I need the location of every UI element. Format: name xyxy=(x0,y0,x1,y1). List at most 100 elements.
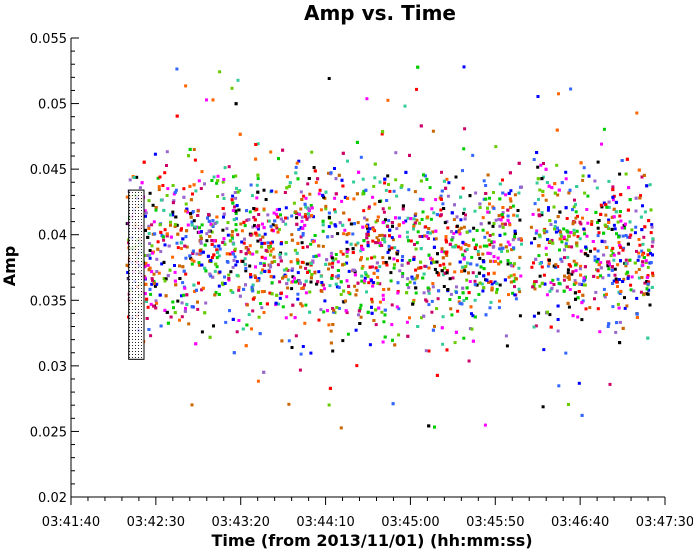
data-point xyxy=(334,282,338,286)
data-point xyxy=(581,178,585,182)
data-point xyxy=(393,343,397,347)
data-point xyxy=(216,179,220,183)
data-point xyxy=(407,239,410,243)
data-point xyxy=(540,177,544,181)
data-point xyxy=(135,175,139,179)
selection-rectangle[interactable] xyxy=(128,189,145,360)
data-point xyxy=(579,249,583,253)
data-point xyxy=(213,244,217,248)
data-point xyxy=(450,313,454,317)
data-point xyxy=(441,202,445,206)
data-point xyxy=(492,240,496,244)
data-point xyxy=(582,283,585,287)
data-point xyxy=(173,279,177,283)
data-point xyxy=(376,215,380,219)
data-point xyxy=(260,255,264,259)
data-point xyxy=(327,171,330,175)
data-point xyxy=(498,233,502,237)
data-point xyxy=(227,165,231,169)
data-point xyxy=(449,307,453,311)
data-point xyxy=(467,359,471,363)
data-point xyxy=(351,247,355,251)
data-point xyxy=(145,297,149,301)
data-point xyxy=(482,244,486,248)
data-point xyxy=(299,352,303,356)
data-point xyxy=(491,224,495,228)
data-point xyxy=(319,308,323,312)
data-point xyxy=(600,239,604,243)
data-point xyxy=(353,273,357,277)
data-point xyxy=(263,241,267,245)
data-point xyxy=(231,290,235,294)
data-point xyxy=(604,213,608,217)
data-point xyxy=(334,253,338,256)
data-points xyxy=(125,65,655,430)
data-point xyxy=(336,274,340,278)
data-point xyxy=(312,166,316,169)
data-point xyxy=(243,257,247,261)
data-point xyxy=(235,273,239,277)
data-point xyxy=(254,275,257,279)
data-point xyxy=(388,228,392,232)
data-point xyxy=(184,306,187,310)
data-point xyxy=(576,214,579,218)
data-point xyxy=(157,188,161,192)
data-point xyxy=(651,240,655,244)
data-point xyxy=(360,266,364,270)
data-point xyxy=(342,211,346,215)
data-point xyxy=(361,192,365,196)
data-point xyxy=(424,349,428,353)
data-point xyxy=(291,267,295,271)
data-point xyxy=(600,205,604,209)
data-point xyxy=(230,198,234,202)
data-point xyxy=(420,316,423,320)
data-point xyxy=(479,265,483,269)
data-point xyxy=(416,230,420,234)
data-point xyxy=(478,206,482,209)
data-point xyxy=(538,235,542,239)
data-point xyxy=(372,271,376,275)
data-point xyxy=(565,285,569,289)
data-point xyxy=(617,251,621,255)
data-point xyxy=(506,208,510,212)
data-point xyxy=(582,276,586,280)
data-point xyxy=(395,227,399,231)
data-point xyxy=(567,277,571,281)
data-point xyxy=(392,257,396,261)
data-point xyxy=(178,264,181,268)
data-point xyxy=(442,179,446,183)
data-point xyxy=(396,281,400,285)
data-point xyxy=(278,207,281,211)
data-point xyxy=(544,198,548,202)
data-point xyxy=(419,124,423,128)
data-point xyxy=(279,259,283,263)
data-point xyxy=(244,246,248,250)
data-point xyxy=(562,235,566,239)
data-point xyxy=(414,291,418,295)
data-point xyxy=(171,210,175,214)
data-point xyxy=(200,288,204,292)
data-point xyxy=(314,254,318,258)
data-point xyxy=(146,305,150,309)
data-point xyxy=(200,223,204,227)
data-point xyxy=(381,340,385,344)
data-point xyxy=(579,283,583,286)
data-point xyxy=(618,172,622,176)
data-point xyxy=(221,180,225,184)
selection-box[interactable] xyxy=(128,189,145,360)
data-point xyxy=(552,283,556,286)
data-point xyxy=(455,230,459,234)
data-point xyxy=(641,263,645,267)
data-point xyxy=(484,184,488,187)
data-point xyxy=(304,205,308,209)
data-point xyxy=(308,310,312,314)
data-point xyxy=(396,291,400,295)
data-point xyxy=(512,262,516,266)
data-point xyxy=(496,256,500,260)
data-point xyxy=(295,258,299,262)
data-point xyxy=(461,253,465,257)
data-point xyxy=(272,255,276,259)
data-point xyxy=(254,231,258,235)
data-point xyxy=(208,235,212,238)
data-point xyxy=(617,278,621,281)
